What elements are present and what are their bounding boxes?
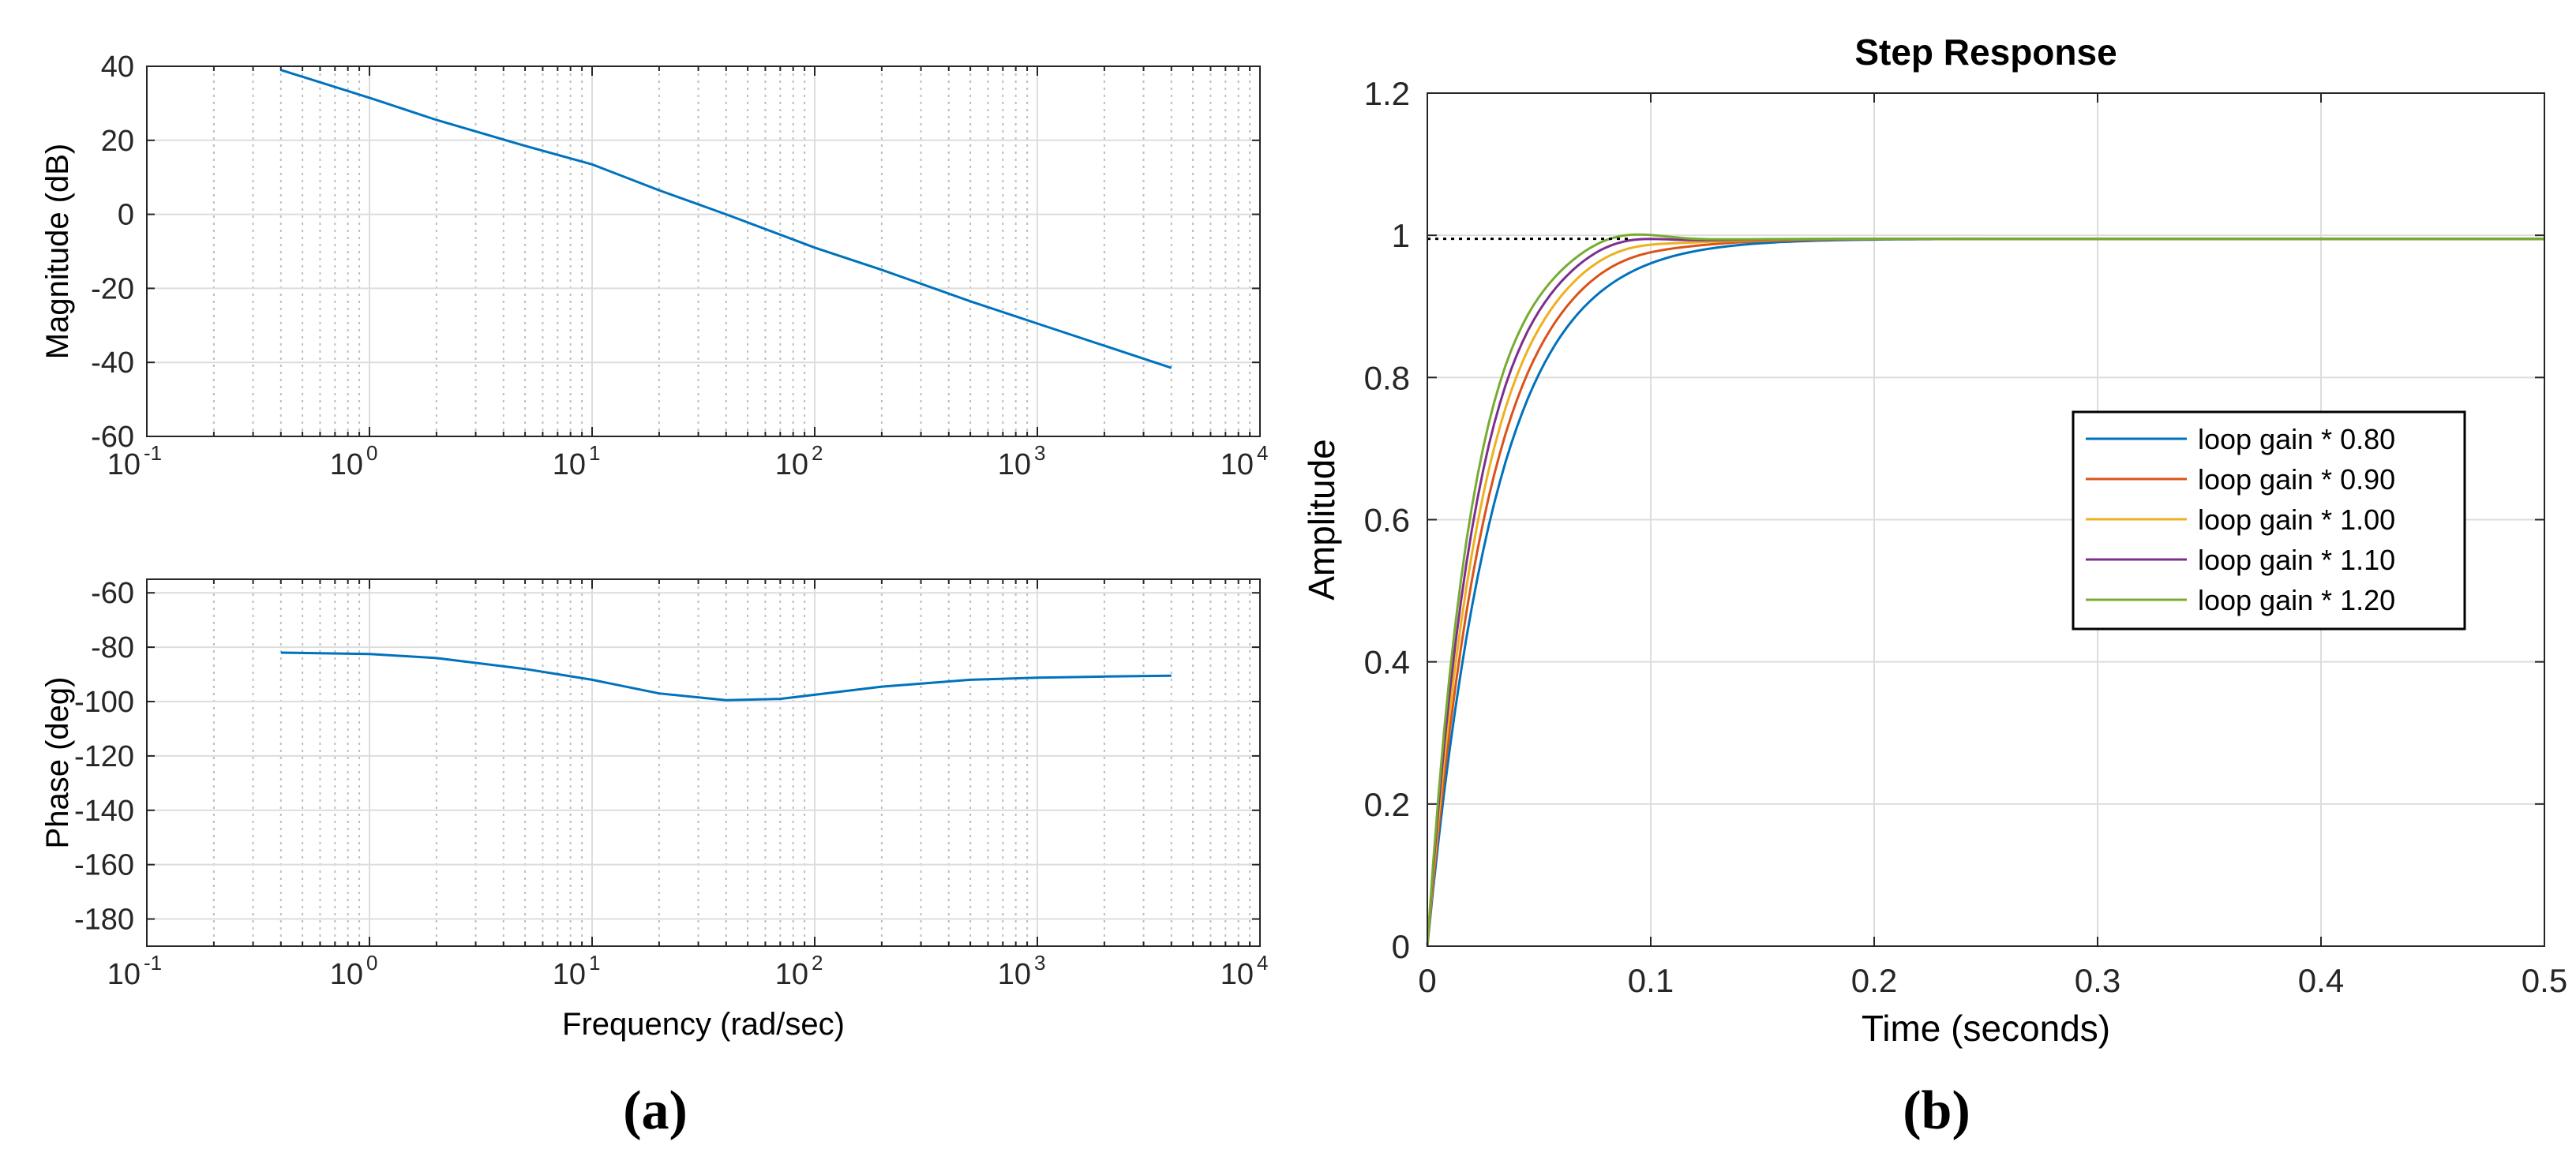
y-tick-label: 0 [118, 199, 134, 232]
y-tick-label: 0.4 [1364, 644, 1410, 681]
x-tick-label-base: 10 [107, 958, 141, 991]
x-tick-label-exponent: 1 [589, 441, 600, 465]
plot-area [147, 66, 1260, 436]
x-tick-label-base: 10 [998, 958, 1031, 991]
y-tick-label: 0.8 [1364, 359, 1410, 396]
response-line-4 [1426, 233, 2544, 947]
y-tick-label: -100 [74, 686, 134, 719]
y-tick-label: 1.2 [1364, 75, 1410, 112]
x-tick-label: 0.1 [1628, 962, 1674, 999]
axes-box [146, 578, 1261, 947]
axes-box [1427, 92, 2545, 947]
legend-label: loop gain * 0.90 [2198, 463, 2395, 496]
y-axis-label: Phase (deg) [40, 677, 75, 849]
x-tick-label-base: 10 [107, 448, 141, 481]
legend-label: loop gain * 0.80 [2198, 423, 2395, 455]
caption-a: (a) [623, 1080, 688, 1141]
x-tick-label-exponent: 0 [366, 441, 377, 465]
y-tick-label: -40 [91, 346, 134, 380]
x-tick-label-exponent: 3 [1034, 441, 1045, 465]
x-tick-label-exponent: 0 [366, 951, 377, 975]
caption-b: (b) [1903, 1080, 1970, 1141]
x-axis-label: Time (seconds) [1862, 1008, 2110, 1049]
phase-line [280, 651, 1172, 702]
y-axis-label: Magnitude (dB) [40, 144, 75, 359]
x-tick-label-base: 10 [330, 958, 363, 991]
magnitude-line [280, 69, 1172, 369]
y-tick-label: -140 [74, 795, 134, 828]
x-tick-label: 0.2 [1851, 962, 1897, 999]
y-tick-label: -60 [91, 421, 134, 454]
y-tick-label: -180 [74, 904, 134, 937]
chart-title: Step Response [1854, 32, 2117, 73]
y-tick-label: 1 [1392, 217, 1410, 254]
y-tick-label: -80 [91, 631, 134, 664]
x-tick-label: 0.3 [2075, 962, 2120, 999]
x-tick-label: 0.4 [2298, 962, 2344, 999]
x-tick-label-base: 10 [553, 448, 586, 481]
y-tick-label: 0 [1392, 928, 1410, 965]
y-tick-label: 20 [101, 125, 134, 158]
x-tick-label-base: 10 [998, 448, 1031, 481]
x-tick-label-base: 10 [553, 958, 586, 991]
x-tick-label-base: 10 [1221, 958, 1254, 991]
y-tick-label: 40 [101, 51, 134, 84]
x-tick-label: 0 [1418, 962, 1436, 999]
legend-label: loop gain * 1.10 [2198, 544, 2395, 576]
x-tick-label-exponent: -1 [144, 441, 162, 465]
legend: loop gain * 0.80 loop gain * 0.90 loop gai… [2072, 410, 2466, 631]
x-tick-label-exponent: 2 [812, 441, 823, 465]
x-tick-label: 0.5 [2522, 962, 2567, 999]
x-tick-label-base: 10 [775, 958, 808, 991]
y-tick-label: -160 [74, 849, 134, 882]
y-axis-label: Amplitude [1301, 439, 1342, 601]
axes-box [146, 65, 1261, 437]
legend-label: loop gain * 1.00 [2198, 503, 2395, 536]
y-tick-label: -20 [91, 272, 134, 305]
y-tick-label: -60 [91, 577, 134, 610]
legend-label: loop gain * 1.20 [2198, 584, 2395, 616]
x-tick-label-base: 10 [330, 448, 363, 481]
y-tick-label: -120 [74, 740, 134, 773]
x-tick-label-exponent: 4 [1257, 951, 1268, 975]
y-tick-label: 0.2 [1364, 786, 1410, 823]
x-tick-label-exponent: 3 [1034, 951, 1045, 975]
x-axis-label: Frequency (rad/sec) [562, 1007, 845, 1042]
plot-area [147, 579, 1260, 946]
y-tick-label: 0.6 [1364, 502, 1410, 539]
x-tick-label-exponent: 2 [812, 951, 823, 975]
x-tick-label-base: 10 [775, 448, 808, 481]
x-tick-label-exponent: -1 [144, 951, 162, 975]
x-tick-label-base: 10 [1221, 448, 1254, 481]
x-tick-label-exponent: 1 [589, 951, 600, 975]
step-response-plot: 0 0.1 0.2 0.3 0.4 0.5 0 0.2 0.4 0.6 0.8 1 1.2 Step Re… [1301, 32, 2567, 1049]
x-tick-label-exponent: 4 [1257, 441, 1268, 465]
